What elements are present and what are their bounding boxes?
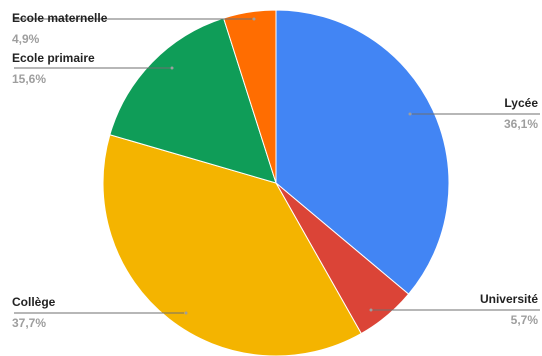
pie-slices [102, 9, 450, 356]
leader-dot-lyc-e [408, 112, 412, 116]
leader-dot-ecole-primaire [170, 66, 174, 70]
slice-label-ecole-primaire: Ecole primaire [12, 51, 95, 65]
pie-labels: Lycée 36,1% Université 5,7% Collège 37,7% Ecol… [12, 11, 540, 330]
slice-value-universit-: 5,7% [511, 313, 539, 327]
slice-label-lyc-e: Lycée [504, 96, 538, 110]
slice-value-ecole-primaire: 15,6% [12, 72, 46, 86]
leader-dot-ecole-maternelle [252, 17, 256, 21]
slice-label-universit-: Université [480, 292, 538, 306]
slice-value-ecole-maternelle: 4,9% [12, 32, 40, 46]
slice-label-coll-ge: Collège [12, 295, 56, 309]
slice-value-coll-ge: 37,7% [12, 316, 46, 330]
pie-slice-ecole-maternelle[interactable] [222, 9, 277, 184]
slice-value-lyc-e: 36,1% [504, 117, 538, 131]
pie-slice-coll-ge[interactable] [102, 134, 362, 356]
slice-label-ecole-maternelle: Ecole maternelle [12, 11, 108, 25]
pie-slice-ecole-primaire[interactable] [109, 17, 277, 184]
leader-dot-coll-ge [184, 311, 188, 315]
pie-slice-lyc-e[interactable] [275, 9, 450, 295]
leader-dot-universit- [369, 308, 373, 312]
